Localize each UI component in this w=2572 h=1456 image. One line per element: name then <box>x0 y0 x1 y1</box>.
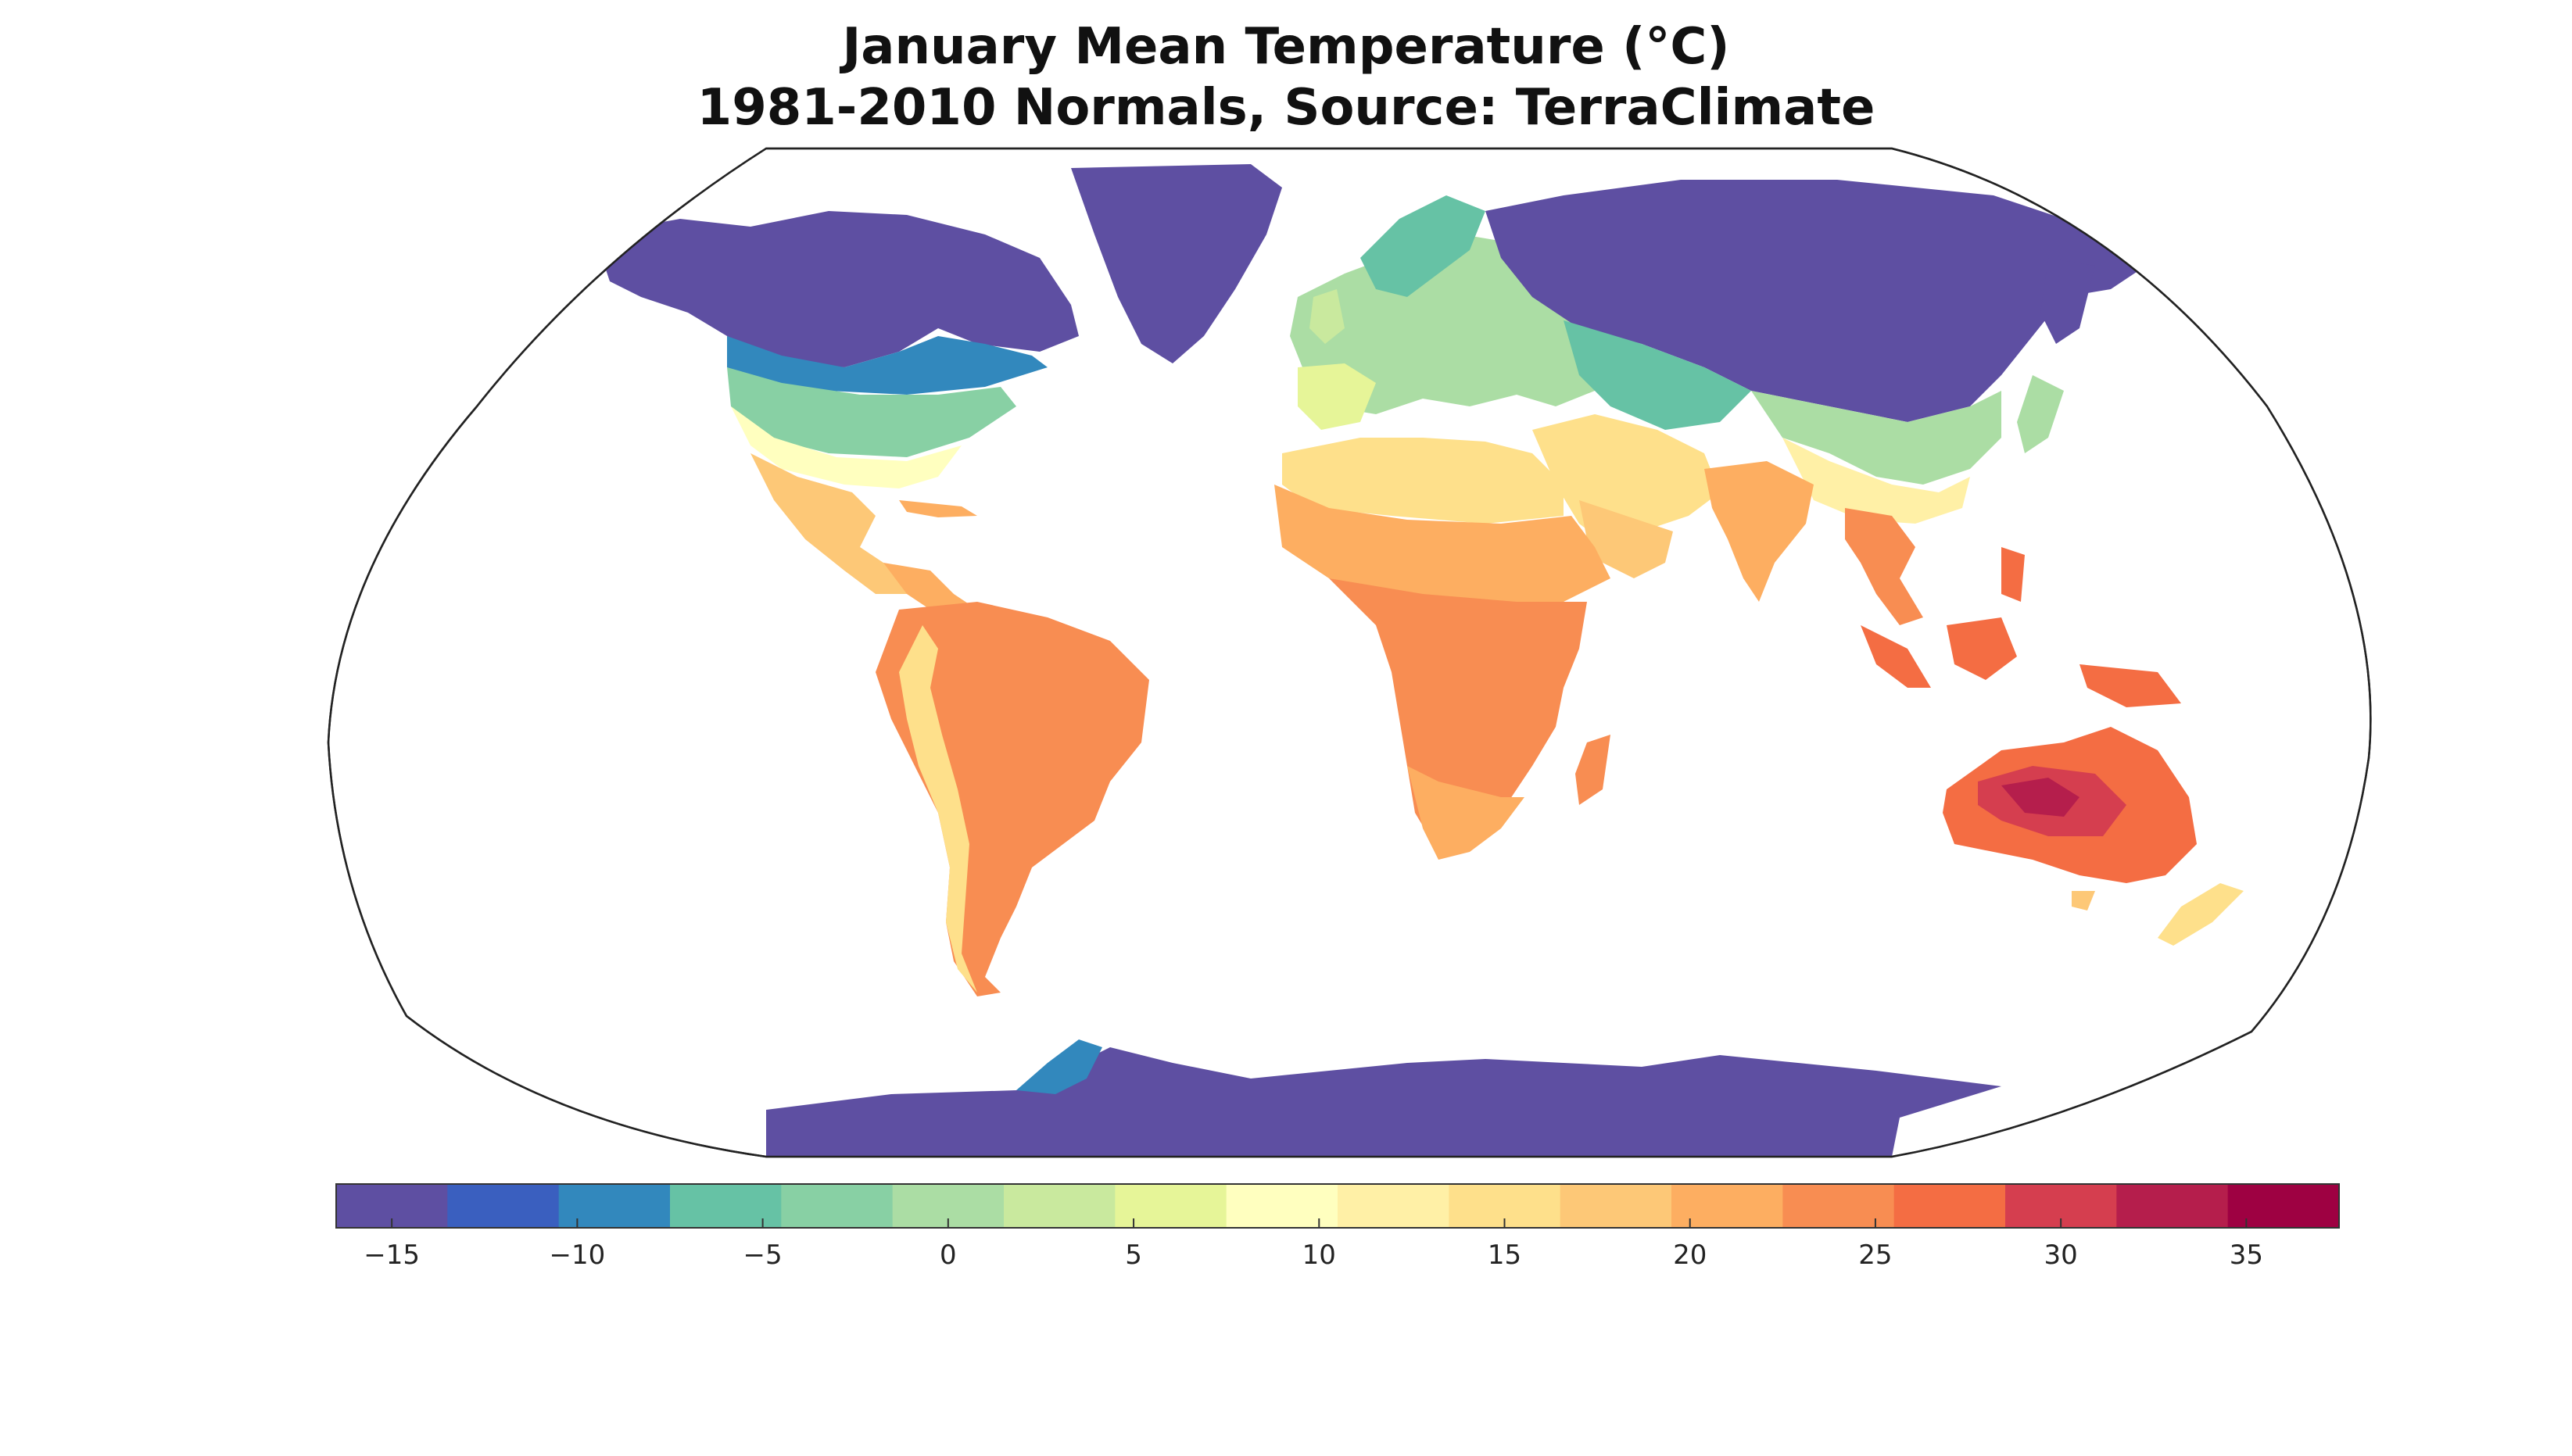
africa-south <box>1407 766 1524 860</box>
indonesia-borneo <box>1947 617 2017 680</box>
southeast-asia <box>1845 508 1923 625</box>
colorbar-swatch <box>781 1184 894 1228</box>
madagascar <box>1575 735 1610 805</box>
africa-central <box>1329 578 1587 852</box>
greenland <box>1071 164 1282 363</box>
north-america-warm <box>731 406 962 488</box>
colorbar-swatch <box>2227 1184 2340 1228</box>
colorbar-tick-label: −10 <box>550 1240 606 1271</box>
japan <box>2017 375 2064 453</box>
mexico <box>750 453 915 594</box>
andes-cool <box>899 625 977 993</box>
map-title-line-1: January Mean Temperature (°C) <box>842 18 1730 76</box>
antarctic-peninsula <box>1016 1039 1102 1094</box>
colorbar-tick-label: 0 <box>940 1240 957 1271</box>
colorbar-swatch <box>447 1184 560 1228</box>
colorbar-swatches <box>336 1184 2340 1228</box>
colorbar-swatch <box>670 1184 782 1228</box>
colorbar-swatch <box>1671 1184 1783 1228</box>
siberia-cold <box>1485 180 2158 422</box>
colorbar-swatch <box>1782 1184 1895 1228</box>
colorbar-tick-label: −5 <box>743 1240 783 1271</box>
india <box>1704 461 1814 602</box>
kamchatka <box>2040 258 2095 344</box>
china-south <box>1782 438 1970 524</box>
scandinavia <box>1360 195 1485 297</box>
colorbar-tick-label: 10 <box>1302 1240 1336 1271</box>
new-guinea <box>2079 664 2181 707</box>
colorbar-outline <box>335 1183 2340 1229</box>
colorbar-swatch <box>1338 1184 1449 1228</box>
indonesia-sumatra <box>1861 625 1931 688</box>
china-mild <box>1751 391 2001 485</box>
colorbar-swatch <box>1004 1184 1116 1228</box>
land-masses <box>594 164 2244 1157</box>
north-america-mild <box>727 367 1016 457</box>
africa-sahel <box>1274 485 1610 602</box>
map-frame-outline <box>327 147 2372 1158</box>
colorbar-tick-label: 15 <box>1488 1240 1521 1271</box>
colorbar-tick-label: 35 <box>2230 1240 2263 1271</box>
colorbar-tick-label: 5 <box>1125 1240 1142 1271</box>
north-america-cold <box>594 211 1079 367</box>
iberia <box>1298 363 1376 430</box>
north-america-cool <box>727 336 1048 395</box>
colorbar-swatch <box>1115 1184 1227 1228</box>
philippines <box>2001 547 2025 602</box>
central-asia-cool <box>1564 320 1751 430</box>
colorbar-swatch <box>1560 1184 1672 1228</box>
middle-east <box>1532 414 1720 547</box>
colorbar-swatch <box>1893 1184 2006 1228</box>
colorbar-swatch <box>1226 1184 1338 1228</box>
colorbar-swatch <box>2116 1184 2229 1228</box>
map-title-line-2: 1981-2010 Normals, Source: TerraClimate <box>697 79 1875 137</box>
australia-hottest <box>2001 778 2079 817</box>
colorbar-tick-label: 30 <box>2044 1240 2078 1271</box>
colorbar-tick-label: 20 <box>1673 1240 1707 1271</box>
new-zealand <box>2158 883 2244 946</box>
colorbar-swatch <box>558 1184 671 1228</box>
south-america <box>876 602 1149 996</box>
africa-north <box>1282 438 1564 524</box>
arabian-peninsula <box>1579 500 1673 578</box>
tasmania <box>2072 891 2095 910</box>
colorbar-tick-label: −15 <box>364 1240 420 1271</box>
uk <box>1309 289 1345 344</box>
colorbar-tick-label: 25 <box>1858 1240 1892 1271</box>
colorbar-ticks: −15 −10 −5 0 5 10 15 20 25 30 35 <box>364 1218 2263 1271</box>
cuba <box>899 500 977 517</box>
